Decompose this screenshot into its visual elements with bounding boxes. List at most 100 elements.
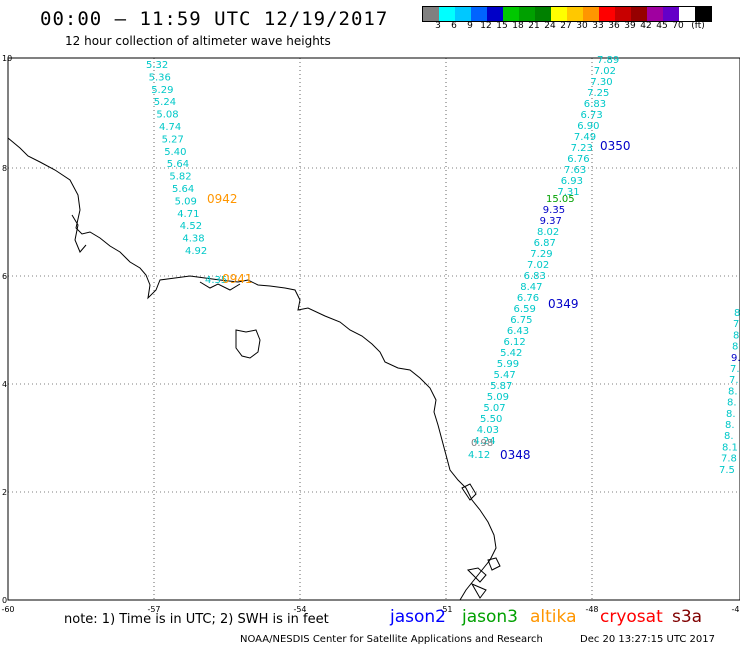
colorbar-swatch [679,7,695,21]
swh-value-0942: 5.09 [175,196,197,207]
colorbar-swatch [471,7,487,21]
colorbar-label: 39 [624,21,636,31]
swh-value-0942: 5.32 [146,60,168,71]
colorbar-label: 12 [480,21,492,31]
x-tick-label: -60 [1,605,14,614]
pass-label-0348: 0348 [500,448,531,462]
y-tick-label: 8 [2,164,7,173]
altimeter-tracks: 5.325.365.295.245.084.745.275.405.645.82… [146,55,740,476]
y-tick-label: 2 [2,488,7,497]
swh-value-edge: 8. [727,398,737,409]
swh-value-0350: 7.02 [594,66,616,77]
swh-value-0349: 6.87 [534,238,556,249]
swh-value-edge: 9. [731,353,740,364]
colorbar-label: 42 [640,21,652,31]
colorbar-swatch [663,7,679,21]
delta-islands [466,557,501,599]
swh-value-0349: 6.43 [507,326,529,337]
swh-value-0942: 4.92 [185,246,207,257]
swh-value-edge: 8 [732,342,738,353]
colorbar-label: 6 [451,21,457,31]
swh-value-0349: 6.59 [514,304,536,315]
swh-value-0942: 4.74 [159,122,181,133]
legend-s3a: s3a [672,607,703,627]
swh-value-0349: 5.09 [487,392,509,403]
swh-value-0942: 5.08 [156,110,178,121]
swh-value-0349: 6.75 [510,315,532,326]
x-tick-label: -51 [439,605,452,614]
swh-value-0941: 4.35 [205,275,227,286]
colorbar-label: 18 [512,21,524,31]
pass-label-0941: 0941 [222,272,253,286]
swh-value-0349: 6.12 [504,337,526,348]
swh-value-0350: 7.89 [597,55,619,66]
swh-value-edge: 8. [728,386,738,397]
colorbar-label: (ft) [691,21,705,31]
colorbar-swatch [583,7,599,21]
swh-value-0348: 0.98 [471,438,493,449]
y-tick-label: 0 [2,596,7,605]
swh-value-edge: 7 [733,319,739,330]
colorbar-swatch [599,7,615,21]
y-tick-label: 4 [2,380,7,389]
x-tick-label: -57 [147,605,160,614]
swh-value-0350: 7.23 [571,143,593,154]
swh-value-0942: 5.24 [154,97,176,108]
swh-value-edge: 8. [726,409,736,420]
swh-value-0942: 5.36 [149,72,171,83]
swh-value-0349: 5.07 [483,403,505,414]
swh-value-0942: 5.27 [162,134,184,145]
swh-value-0349: 5.50 [480,414,502,425]
colorbar-swatch [535,7,551,21]
island-outline [235,329,261,359]
swh-value-0349: 4.03 [477,425,499,436]
x-tick-label: -48 [585,605,598,614]
colorbar-label: 21 [528,21,540,31]
coastline-estuary [199,281,241,291]
swh-value-0349: 5.47 [493,370,515,381]
swh-value-edge: 8. [725,420,735,431]
swh-value-0350: 7.49 [574,132,596,143]
swh-value-edge: 8 [733,330,739,341]
swh-value-edge: 7. [730,364,740,375]
colorbar-label: 3 [435,21,441,31]
wave-height-colorbar [422,6,712,22]
page-title: 00:00 – 11:59 UTC 12/19/2017 [40,8,389,30]
coastline-river-mouth [71,214,87,253]
swh-value-0350: 6.73 [581,110,603,121]
colorbar-label: 9 [467,21,473,31]
legend-note: note: 1) Time is in UTC; 2) SWH is in fe… [64,612,329,627]
swh-value-0350: 6.83 [584,99,606,110]
swh-value-0349-special: 9.37 [540,216,562,227]
colorbar-swatch [695,7,711,21]
swh-value-0349: 5.87 [490,381,512,392]
swh-value-edge: 8. [724,431,734,442]
swh-value-0942: 4.38 [182,234,204,245]
colorbar-swatch [487,7,503,21]
swh-value-0349: 4.24 [473,436,495,447]
swh-value-0942: 5.29 [151,85,173,96]
swh-value-0350: 7.31 [557,187,579,198]
pass-label-0942: 0942 [207,192,238,206]
colorbar-swatch [503,7,519,21]
colorbar-swatch [519,7,535,21]
x-tick-label: -45 [731,605,740,614]
swh-value-0942: 5.64 [167,159,189,170]
swh-value-0349: 6.83 [524,271,546,282]
legend-jason3: jason3 [462,607,518,627]
coastline-main [7,137,497,601]
colorbar-swatch [631,7,647,21]
colorbar-swatch [423,7,439,21]
y-tick-label: 6 [2,272,7,281]
swh-value-0942: 5.64 [172,184,194,195]
coastline [7,137,501,601]
swh-value-0350: 6.90 [577,121,599,132]
footer-credit: NOAA/NESDIS Center for Satellite Applica… [240,634,543,645]
swh-value-0349: 8.02 [537,227,559,238]
swh-value-0350: 6.76 [567,154,589,165]
y-tick-label: 10 [2,54,12,63]
colorbar-label: 45 [656,21,668,31]
swh-value-edge: 7. [729,375,739,386]
